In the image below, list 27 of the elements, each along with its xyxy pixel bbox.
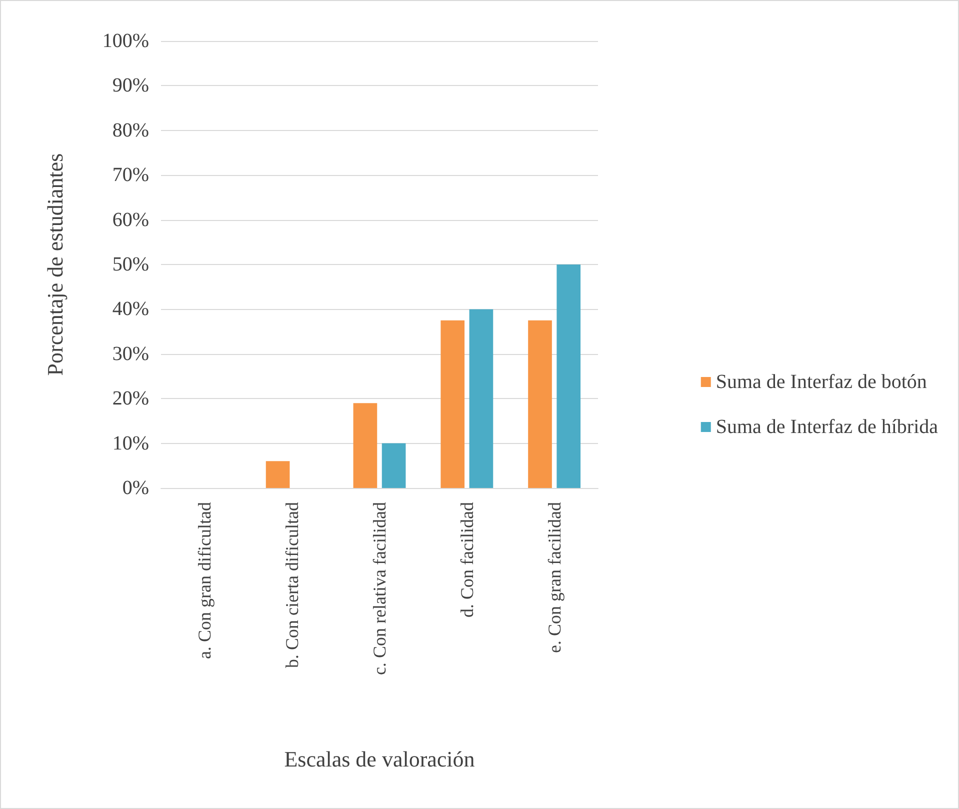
bar — [469, 309, 494, 488]
x-tick-label: c. Con relativa facilidad — [370, 502, 390, 675]
y-tick-label: 30% — [112, 342, 149, 365]
legend-label: Suma de Interfaz de botón — [716, 371, 927, 393]
x-tick-label: b. Con cierta dificultad — [282, 502, 302, 668]
y-tick-label: 40% — [112, 298, 149, 320]
bar — [382, 443, 406, 488]
bar — [556, 264, 581, 488]
y-tick-label: 50% — [112, 254, 149, 276]
y-tick-label: 10% — [112, 432, 149, 454]
x-tick-label: d. Con facilidad — [456, 502, 477, 618]
x-tick-label: e. Con gran facilidad — [544, 502, 564, 653]
y-tick-label: 20% — [112, 388, 149, 410]
y-tick-label: 0% — [122, 477, 149, 499]
y-tick-label: 60% — [112, 208, 149, 231]
x-tick-label: a. Con gran dificultad — [194, 502, 215, 659]
bar — [528, 320, 552, 488]
bar — [353, 403, 378, 488]
y-tick-label: 100% — [102, 30, 149, 52]
y-tick-label: 90% — [112, 74, 149, 97]
x-axis-title: Escalas de valoración — [284, 746, 475, 772]
legend-label: Suma de Interfaz de híbrida — [716, 416, 938, 438]
y-axis-title: Porcentaje de estudiantes — [42, 153, 68, 376]
bar — [266, 461, 290, 488]
bar — [440, 320, 465, 488]
y-tick-label: 80% — [112, 119, 149, 142]
y-tick-label: 70% — [112, 164, 149, 186]
